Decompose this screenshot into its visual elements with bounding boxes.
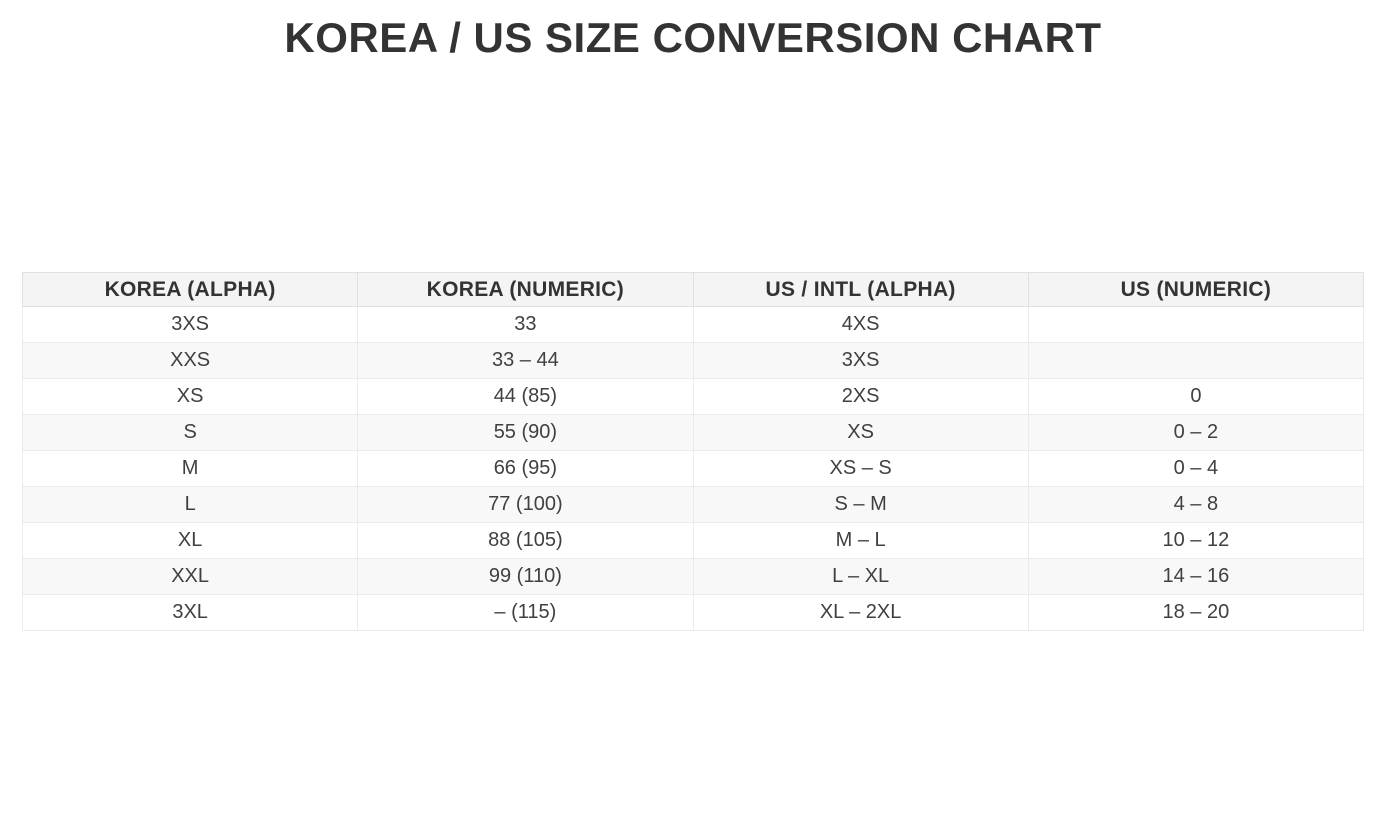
table-header-row: KOREA (ALPHA) KOREA (NUMERIC) US / INTL (A… — [21, 272, 1365, 308]
table-row: XS 44 (85) 2XS 0 — [21, 378, 1365, 416]
table-cell: 2XS — [692, 378, 1029, 416]
table-cell — [1027, 306, 1365, 344]
table-cell: XS – S — [692, 450, 1029, 488]
page: { "page": { "title": "KOREA / US SIZE CO… — [0, 14, 1386, 835]
table-cell: L — [21, 486, 359, 524]
table-row: 3XL – (115) XL – 2XL 18 – 20 — [21, 594, 1365, 632]
table-cell: 44 (85) — [357, 378, 694, 416]
table-cell: M — [21, 450, 359, 488]
column-header: KOREA (ALPHA) — [21, 272, 359, 308]
table-cell: 77 (100) — [357, 486, 694, 524]
column-header: US / INTL (ALPHA) — [692, 272, 1029, 308]
table-cell: – (115) — [357, 594, 694, 632]
table-cell: 0 — [1027, 378, 1365, 416]
table-cell: XS — [21, 378, 359, 416]
table-container: KOREA (ALPHA) KOREA (NUMERIC) US / INTL (A… — [21, 272, 1365, 632]
table-cell — [1027, 342, 1365, 380]
table-cell: S – M — [692, 486, 1029, 524]
table-cell: S — [21, 414, 359, 452]
table-cell: 99 (110) — [357, 558, 694, 596]
table-cell: L – XL — [692, 558, 1029, 596]
table-body: 3XS 33 4XS XXS 33 – 44 3XS XS 44 (85) 2XS 0 S 55 (9… — [21, 306, 1365, 632]
size-conversion-table: KOREA (ALPHA) KOREA (NUMERIC) US / INTL (A… — [21, 272, 1365, 632]
column-header: US (NUMERIC) — [1027, 272, 1365, 308]
table-cell: 18 – 20 — [1027, 594, 1365, 632]
table-cell: 3XS — [692, 342, 1029, 380]
table-cell: 0 – 2 — [1027, 414, 1365, 452]
table-row: S 55 (90) XS 0 – 2 — [21, 414, 1365, 452]
table-cell: XL — [21, 522, 359, 560]
table-cell: 3XL — [21, 594, 359, 632]
page-title: KOREA / US SIZE CONVERSION CHART — [284, 14, 1102, 61]
table-cell: M – L — [692, 522, 1029, 560]
table-cell: 4 – 8 — [1027, 486, 1365, 524]
table-cell: 10 – 12 — [1027, 522, 1365, 560]
table-row: XXL 99 (110) L – XL 14 – 16 — [21, 558, 1365, 596]
table-cell: XXS — [21, 342, 359, 380]
table-cell: 66 (95) — [357, 450, 694, 488]
table-cell: XS — [692, 414, 1029, 452]
table-row: XL 88 (105) M – L 10 – 12 — [21, 522, 1365, 560]
table-cell: 33 — [357, 306, 694, 344]
table-cell: XL – 2XL — [692, 594, 1029, 632]
table-cell: 0 – 4 — [1027, 450, 1365, 488]
column-header: KOREA (NUMERIC) — [357, 272, 694, 308]
table-cell: 4XS — [692, 306, 1029, 344]
table-cell: XXL — [21, 558, 359, 596]
table-cell: 88 (105) — [357, 522, 694, 560]
table-row: XXS 33 – 44 3XS — [21, 342, 1365, 380]
table-cell: 33 – 44 — [357, 342, 694, 380]
table-cell: 14 – 16 — [1027, 558, 1365, 596]
table-cell: 55 (90) — [357, 414, 694, 452]
table-row: 3XS 33 4XS — [21, 306, 1365, 344]
table-cell: 3XS — [21, 306, 359, 344]
table-head: KOREA (ALPHA) KOREA (NUMERIC) US / INTL (A… — [21, 272, 1365, 308]
